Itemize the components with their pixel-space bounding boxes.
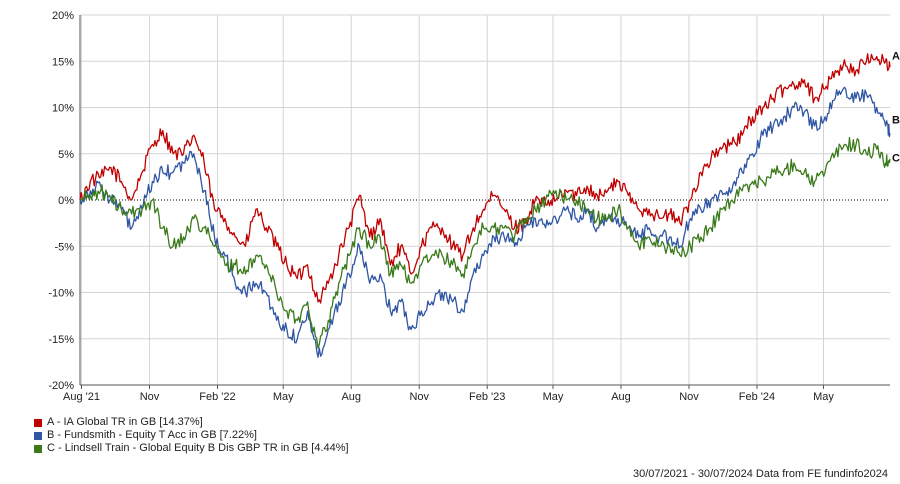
- end-label-a: A: [892, 51, 900, 63]
- legend-swatch-c: [34, 444, 42, 453]
- y-tick-label: -20%: [48, 380, 74, 392]
- legend-label-a: A - IA Global TR in GB [14.37%]: [47, 416, 203, 428]
- legend-item-b: B - Fundsmith - Equity T Acc in GB [7.22…: [34, 429, 349, 442]
- footer-source: 30/07/2021 - 30/07/2024 Data from FE fun…: [632, 468, 888, 480]
- y-tick-label: 15%: [52, 56, 74, 68]
- x-tick-label: Nov: [679, 391, 699, 403]
- legend-swatch-b: [34, 431, 42, 440]
- x-tick-label: Aug: [341, 391, 361, 403]
- x-tick-label: Aug '21: [63, 391, 100, 403]
- legend-item-c: C - Lindsell Train - Global Equity B Dis…: [34, 442, 349, 455]
- series-line-b: [79, 86, 891, 358]
- x-tick-label: Feb '24: [739, 391, 775, 403]
- x-tick-label: May: [273, 391, 294, 403]
- y-tick-label: 0%: [58, 195, 74, 207]
- series-line-a: [79, 53, 891, 304]
- series-line-c: [79, 137, 891, 349]
- legend: A - IA Global TR in GB [14.37%] B - Fund…: [34, 416, 349, 455]
- y-tick-label: 20%: [52, 10, 74, 22]
- end-label-c: C: [892, 152, 900, 164]
- y-tick-label: -10%: [48, 288, 74, 300]
- end-label-b: B: [892, 115, 900, 127]
- grid-lines: [80, 14, 890, 386]
- series-lines: [79, 53, 891, 358]
- x-tick-label: Feb '23: [469, 391, 505, 403]
- x-tick-label: Aug: [611, 391, 631, 403]
- y-tick-label: 10%: [52, 103, 74, 115]
- y-tick-label: 5%: [58, 149, 74, 161]
- x-tick-label: May: [813, 391, 834, 403]
- legend-label-b: B - Fundsmith - Equity T Acc in GB [7.22…: [47, 429, 257, 441]
- legend-label-c: C - Lindsell Train - Global Equity B Dis…: [47, 442, 349, 454]
- y-tick-label: -5%: [54, 241, 74, 253]
- x-tick-label: Nov: [140, 391, 160, 403]
- line-chart: 20% 15% 10% 5% 0% -5% -10% -15% -20%Aug '21 Nov Fe…: [48, 10, 900, 403]
- legend-swatch-a: [34, 418, 42, 427]
- end-labels: A B C: [892, 51, 900, 165]
- axes: 20% 15% 10% 5% 0% -5% -10% -15% -20%Aug '21 Nov Fe…: [48, 10, 890, 403]
- legend-item-a: A - IA Global TR in GB [14.37%]: [34, 416, 349, 429]
- x-tick-label: Nov: [409, 391, 429, 403]
- x-tick-label: Feb '22: [199, 391, 235, 403]
- x-tick-label: May: [543, 391, 564, 403]
- y-tick-label: -15%: [48, 334, 74, 346]
